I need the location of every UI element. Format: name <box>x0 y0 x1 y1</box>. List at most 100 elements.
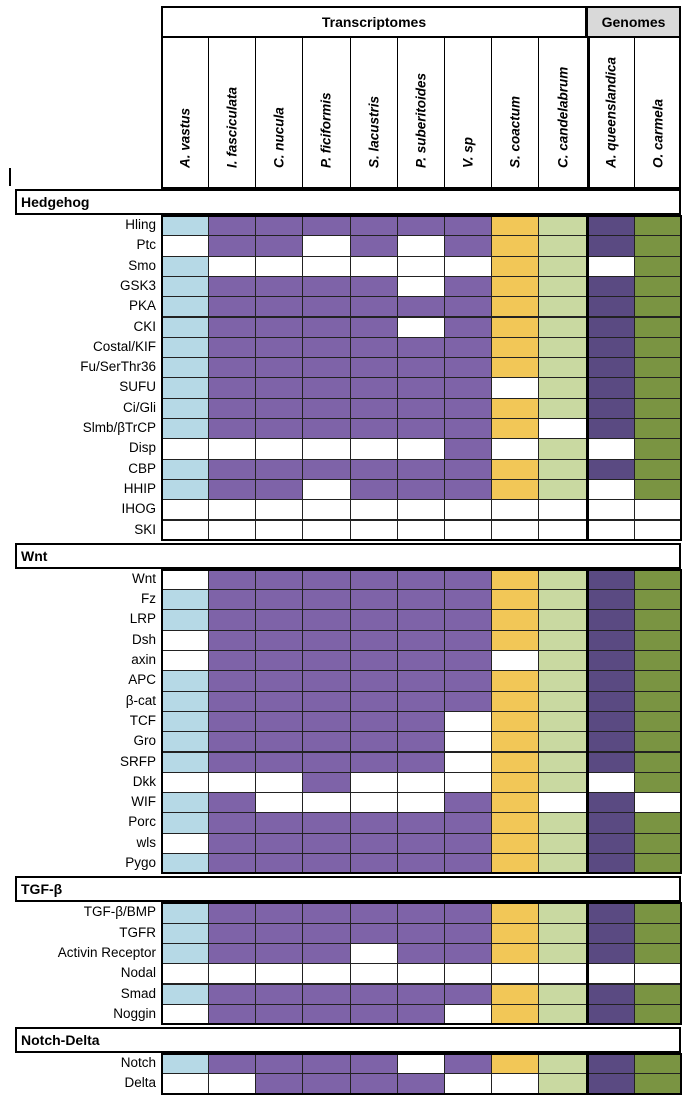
column-divider <box>537 36 539 189</box>
cell-absent <box>587 255 635 277</box>
column-header-label: S. lacustris <box>366 95 381 168</box>
row-label: β-cat <box>125 692 156 708</box>
cell-present <box>161 458 209 480</box>
cell-present <box>444 629 492 651</box>
cell-present <box>255 1053 303 1075</box>
cell-present <box>208 478 256 501</box>
cell-present <box>302 215 351 237</box>
cell-absent <box>161 499 209 521</box>
cell-present <box>634 478 682 501</box>
cell-present <box>302 942 351 965</box>
cell-present <box>397 458 445 480</box>
cell-present <box>302 275 351 298</box>
cell-absent <box>538 519 588 541</box>
cell-present <box>302 1073 351 1095</box>
cell-present <box>255 609 303 631</box>
group-header-genomes: Genomes <box>586 6 681 36</box>
cell-present <box>302 983 351 1005</box>
genomes-divider <box>586 215 589 541</box>
cell-present <box>350 1003 398 1026</box>
cell-absent <box>491 650 539 672</box>
cell-present <box>491 983 539 1005</box>
cell-present <box>397 922 445 944</box>
row-label: Activin Receptor <box>57 944 156 960</box>
cell-present <box>302 377 351 399</box>
cell-present <box>302 568 351 591</box>
cell-present <box>538 731 588 753</box>
cell-present <box>491 1003 539 1026</box>
cell-absent <box>538 963 588 985</box>
row-label: Costal/KIF <box>92 338 156 354</box>
cell-present <box>302 397 351 419</box>
column-header-label: V. sp <box>460 136 475 168</box>
cell-present <box>397 1073 445 1095</box>
column-divider <box>207 36 209 189</box>
cell-present <box>397 710 445 733</box>
column-header-p-suberitoides: P. suberitoides <box>397 36 444 189</box>
cell-present <box>538 438 588 460</box>
cell-present <box>634 215 682 237</box>
cell-present <box>538 336 588 359</box>
cell-absent <box>634 963 682 985</box>
cell-present <box>208 1053 256 1075</box>
row-label: SKI <box>134 521 156 537</box>
cell-present <box>161 418 209 440</box>
cell-absent <box>302 963 351 985</box>
cell-present <box>161 731 209 753</box>
column-header-c-candelabrum: C. candelabrum <box>538 36 587 189</box>
row-label: Wnt <box>131 570 156 586</box>
cell-present <box>208 629 256 651</box>
cell-absent <box>397 519 445 541</box>
cell-present <box>587 357 635 379</box>
row-label: Hling <box>125 217 156 232</box>
cell-present <box>397 853 445 875</box>
row-label: WIF <box>131 794 156 810</box>
cell-present <box>634 255 682 277</box>
cell-present <box>444 296 492 318</box>
cell-present <box>491 296 539 318</box>
cell-absent <box>255 499 303 521</box>
cell-absent <box>397 255 445 277</box>
cell-absent <box>350 519 398 541</box>
cell-present <box>587 629 635 651</box>
cell-present <box>350 1073 398 1095</box>
cell-present <box>634 922 682 944</box>
column-header-label: P. ficiformis <box>318 92 334 168</box>
cell-present <box>302 832 351 854</box>
column-divider <box>586 36 590 189</box>
cell-present <box>161 357 209 379</box>
cell-present <box>491 418 539 440</box>
cell-present <box>302 670 351 692</box>
cell-present <box>538 670 588 692</box>
cell-present <box>255 275 303 298</box>
cell-present <box>634 710 682 733</box>
cell-present <box>634 629 682 651</box>
cell-present <box>302 336 351 359</box>
cell-present <box>255 812 303 834</box>
cell-absent <box>444 710 492 733</box>
row-label: Delta <box>124 1075 156 1091</box>
cell-present <box>350 235 398 257</box>
cell-absent <box>491 519 539 541</box>
cell-present <box>208 316 256 338</box>
cell-present <box>350 670 398 692</box>
cell-present <box>397 478 445 501</box>
cell-present <box>255 629 303 651</box>
row-label: Pygo <box>125 855 156 870</box>
cell-present <box>350 902 398 924</box>
row-label: Smad <box>120 985 156 1001</box>
cell-present <box>208 731 256 753</box>
cell-present <box>587 316 635 338</box>
cell-present <box>491 771 539 794</box>
row-label: APC <box>128 672 156 688</box>
cell-present <box>161 792 209 814</box>
cell-present <box>302 1003 351 1026</box>
cell-present <box>444 568 492 591</box>
cell-present <box>255 751 303 773</box>
cell-present <box>208 751 256 773</box>
cell-present <box>397 589 445 611</box>
cell-present <box>208 377 256 399</box>
cell-present <box>444 478 492 501</box>
cell-present <box>538 357 588 379</box>
row-label: Dsh <box>131 631 156 647</box>
